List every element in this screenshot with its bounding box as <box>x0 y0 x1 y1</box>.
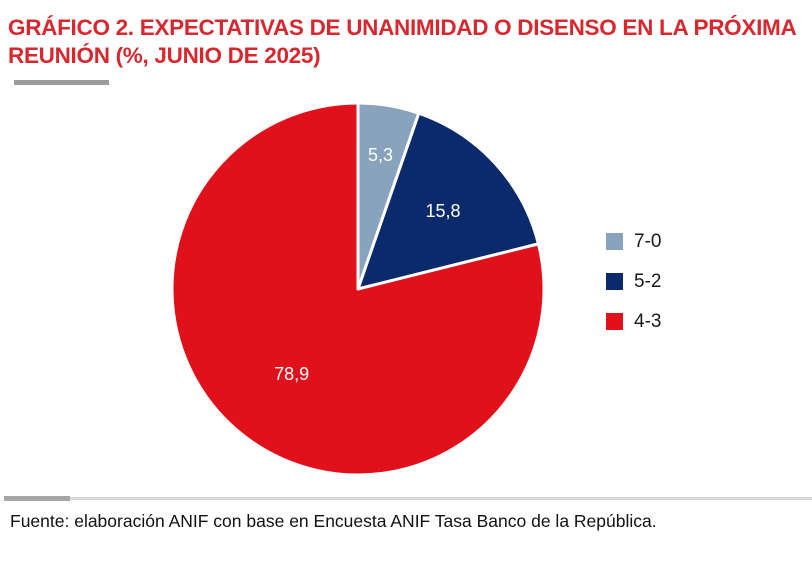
legend-label-5-2: 5-2 <box>634 271 661 292</box>
pie-slices <box>170 101 546 477</box>
chart-legend: 7-0 5-2 4-3 <box>606 231 661 332</box>
footer-divider <box>4 497 812 500</box>
pie-slice-5-2 <box>356 111 540 291</box>
legend-label-4-3: 4-3 <box>634 311 661 332</box>
title-accent-bar <box>14 80 109 85</box>
footer-divider-accent <box>4 496 70 501</box>
source-note: Fuente: elaboración ANIF con base en Enc… <box>10 511 657 531</box>
data-label-4-3: 78,9 <box>274 364 309 384</box>
pie-chart: 5,3 15,8 78,9 7-0 5-2 4-3 <box>170 101 661 477</box>
chart-title: GRÁFICO 2. EXPECTATIVAS DE UNANIMIDAD O … <box>8 15 796 68</box>
legend-label-7-0: 7-0 <box>634 231 661 252</box>
pie-slice-4-3 <box>170 101 546 477</box>
legend-swatch-4-3 <box>606 313 623 330</box>
legend-swatch-7-0 <box>606 233 623 250</box>
pie-data-labels: 5,3 15,8 78,9 <box>274 145 460 384</box>
data-label-7-0: 5,3 <box>368 145 393 165</box>
data-label-5-2: 15,8 <box>426 201 461 221</box>
legend-swatch-5-2 <box>606 273 623 290</box>
